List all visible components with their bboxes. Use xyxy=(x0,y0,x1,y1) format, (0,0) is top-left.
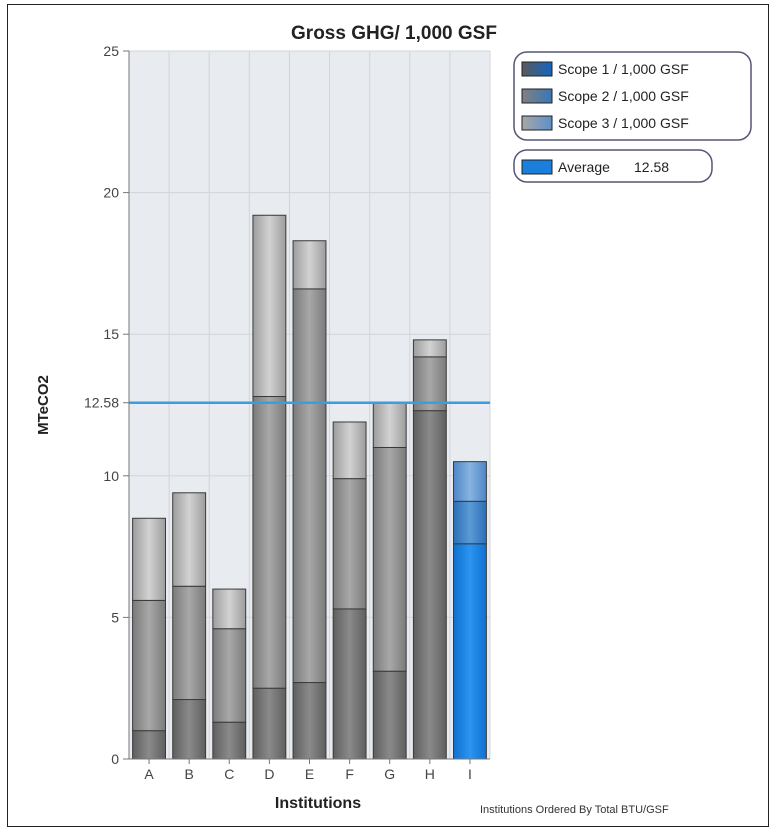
legend-swatch-scope3 xyxy=(521,115,553,131)
x-tick-label-H: H xyxy=(425,766,435,782)
bar-segment-A-scope3 xyxy=(132,517,167,601)
bar-segment-D-scope1 xyxy=(252,687,287,760)
x-tick-label-G: G xyxy=(384,766,395,782)
average-legend: Average 12.58 xyxy=(513,149,713,183)
x-tick-label-B: B xyxy=(184,766,193,782)
average-tick-label: 12.58 xyxy=(84,395,119,411)
bar-segment-C-scope2 xyxy=(212,628,247,723)
y-tick-label: 10 xyxy=(103,468,119,484)
y-axis-label: MTeCO2 xyxy=(35,375,52,435)
footnote: Institutions Ordered By Total BTU/GSF xyxy=(480,804,669,816)
x-tick-label-A: A xyxy=(144,766,154,782)
bar-segment-G-scope3 xyxy=(372,401,407,448)
bar-segment-I-scope3 xyxy=(452,461,487,502)
bar-segment-D-scope3 xyxy=(252,214,287,398)
x-tick-label-F: F xyxy=(345,766,354,782)
bar-segment-I-scope1 xyxy=(452,543,487,760)
legend-swatch-scope2 xyxy=(521,88,553,104)
chart-title: Gross GHG/ 1,000 GSF xyxy=(291,23,497,44)
y-tick-label: 20 xyxy=(103,185,119,201)
bar-segment-E-scope3 xyxy=(292,240,327,290)
y-tick-label: 25 xyxy=(103,43,119,59)
legend: Scope 1 / 1,000 GSF Scope 2 / 1,000 GSF … xyxy=(513,51,752,141)
x-tick-label-I: I xyxy=(468,766,472,782)
x-tick-label-D: D xyxy=(264,766,274,782)
bar-segment-G-scope2 xyxy=(372,446,407,672)
bar-segment-C-scope3 xyxy=(212,588,247,630)
bar-segment-E-scope2 xyxy=(292,288,327,684)
legend-label-scope2: Scope 2 / 1,000 GSF xyxy=(558,88,689,104)
stacked-bar-chart: Gross GHG/ 1,000 GSF 0 5 10 15 20 25 12.58 A B C… xyxy=(35,23,752,816)
legend-box xyxy=(513,51,752,141)
legend-label-scope3: Scope 3 / 1,000 GSF xyxy=(558,115,689,131)
legend-swatch-scope1 xyxy=(521,61,553,77)
chart-frame: Gross GHG/ 1,000 GSF 0 5 10 15 20 25 12.58 A B C… xyxy=(7,4,769,827)
average-legend-label: Average xyxy=(558,159,610,175)
bar-segment-E-scope1 xyxy=(292,682,327,760)
bar-segment-G-scope1 xyxy=(372,670,407,760)
bar-segment-F-scope3 xyxy=(332,421,367,480)
average-legend-box xyxy=(513,149,713,183)
y-tick-labels: 0 5 10 15 20 25 12.58 xyxy=(84,43,129,767)
bar-segment-F-scope1 xyxy=(332,608,367,760)
bars xyxy=(132,214,487,760)
average-legend-swatch xyxy=(521,159,553,175)
y-tick-label: 0 xyxy=(111,751,119,767)
x-tick-label-E: E xyxy=(305,766,314,782)
legend-label-scope1: Scope 1 / 1,000 GSF xyxy=(558,61,689,77)
x-tick-labels: A B C D E F G H I xyxy=(144,759,472,782)
bar-segment-A-scope2 xyxy=(132,599,167,732)
y-tick-label: 5 xyxy=(111,609,119,625)
bar-segment-B-scope1 xyxy=(172,699,207,760)
bar-segment-H-scope3 xyxy=(412,339,447,358)
bar-segment-A-scope1 xyxy=(132,730,167,760)
bar-segment-F-scope2 xyxy=(332,478,367,610)
bar-segment-C-scope1 xyxy=(212,721,247,760)
bar-segment-H-scope1 xyxy=(412,410,447,760)
y-tick-label: 15 xyxy=(103,326,119,342)
average-legend-value: 12.58 xyxy=(634,159,669,175)
bar-segment-B-scope2 xyxy=(172,585,207,701)
bar-segment-D-scope2 xyxy=(252,396,287,689)
x-tick-label-C: C xyxy=(224,766,234,782)
x-axis-label: Institutions xyxy=(275,795,361,812)
bar-segment-B-scope3 xyxy=(172,492,207,587)
bar-segment-I-scope2 xyxy=(452,500,487,545)
